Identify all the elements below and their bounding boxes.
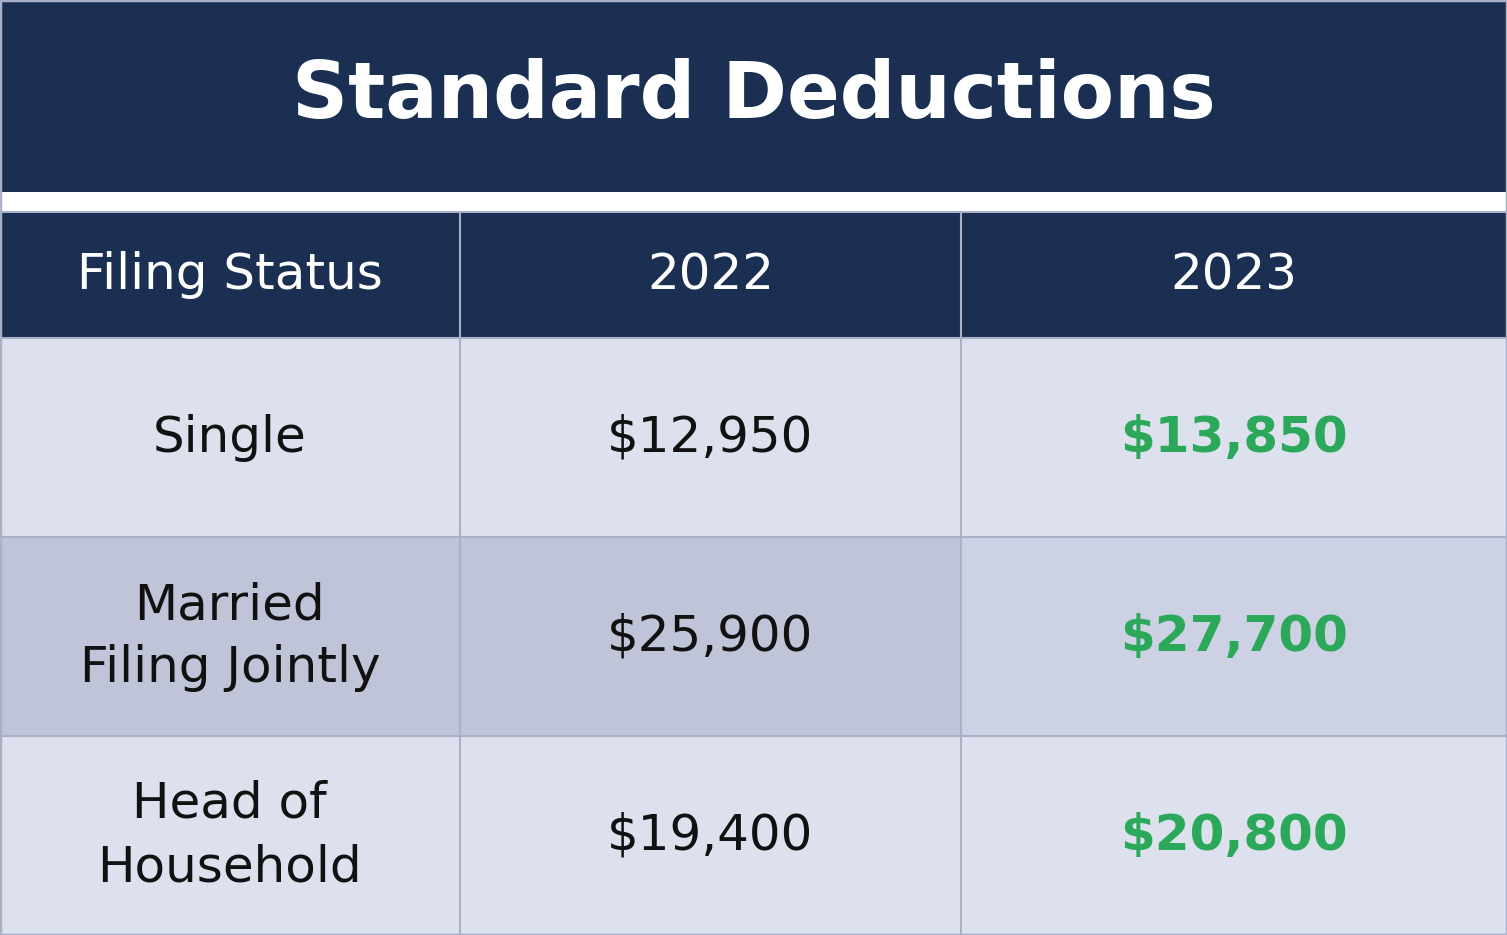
Bar (0, 736, 460, 935)
Bar (460, 538, 961, 736)
Text: $12,950: $12,950 (607, 414, 814, 462)
Text: $27,700: $27,700 (1120, 612, 1349, 661)
Bar (0, 338, 460, 538)
Text: Filing Status: Filing Status (77, 252, 383, 299)
Text: Single: Single (152, 414, 307, 462)
Text: $13,850: $13,850 (1120, 414, 1349, 462)
Bar (0, 212, 460, 338)
Bar (961, 538, 1507, 736)
Text: 2022: 2022 (647, 252, 775, 299)
Text: $25,900: $25,900 (607, 612, 814, 661)
Bar (961, 338, 1507, 538)
Bar (460, 338, 961, 538)
Text: $19,400: $19,400 (607, 812, 814, 859)
Text: Married
Filing Jointly: Married Filing Jointly (80, 582, 380, 692)
Bar (0, 538, 460, 736)
Text: Standard Deductions: Standard Deductions (292, 58, 1215, 134)
Text: Head of
Household: Head of Household (98, 780, 362, 891)
Bar (460, 212, 961, 338)
Bar (961, 736, 1507, 935)
Text: $20,800: $20,800 (1120, 812, 1349, 859)
Bar (961, 212, 1507, 338)
Bar (0, 0, 1507, 192)
Bar (0, 192, 1507, 212)
Text: 2023: 2023 (1171, 252, 1298, 299)
Bar (460, 736, 961, 935)
